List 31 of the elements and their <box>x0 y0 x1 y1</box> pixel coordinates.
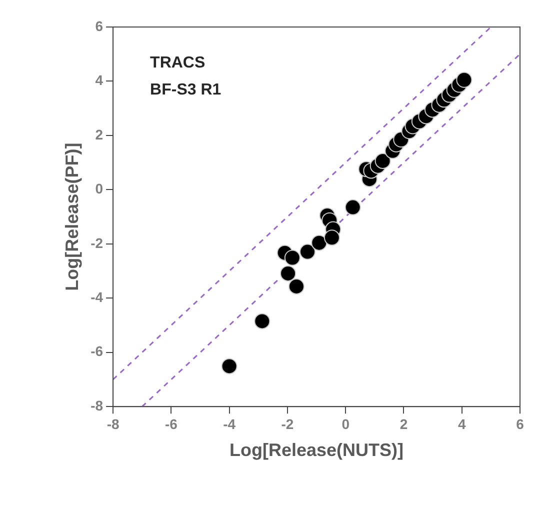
x-axis-title: Log[Release(NUTS)] <box>230 440 404 460</box>
x-tick-label: -2 <box>281 416 294 432</box>
point <box>221 358 238 374</box>
x-tick-label: 6 <box>516 416 524 432</box>
point <box>456 72 472 88</box>
point <box>324 230 340 246</box>
x-tick-label: -4 <box>223 416 236 432</box>
y-tick-label: -6 <box>90 343 104 360</box>
x-tick-label: 2 <box>400 416 408 432</box>
x-tick-label: -6 <box>164 416 178 432</box>
y-tick-label: -2 <box>90 234 104 251</box>
point <box>311 234 328 251</box>
point <box>254 313 270 330</box>
point <box>284 250 300 266</box>
y-tick-label: -4 <box>90 289 104 305</box>
annotation: BF-S3 R1 <box>150 81 222 98</box>
x-tick-label: -8 <box>106 416 120 432</box>
y-axis-title: Log[Release(PF)] <box>62 142 82 291</box>
point <box>288 278 304 294</box>
annotation: TRACS <box>150 54 206 72</box>
y-tick-label: 0 <box>95 180 104 197</box>
y-tick-label: 4 <box>95 72 104 88</box>
y-tick-label: -8 <box>90 397 104 414</box>
point <box>280 265 296 282</box>
y-tick-label: 6 <box>95 18 104 34</box>
point <box>300 244 316 260</box>
point <box>374 152 391 169</box>
point <box>344 199 361 216</box>
x-tick-label: 0 <box>342 416 350 432</box>
x-tick-label: 4 <box>458 416 466 432</box>
y-tick-label: 2 <box>95 126 104 142</box>
